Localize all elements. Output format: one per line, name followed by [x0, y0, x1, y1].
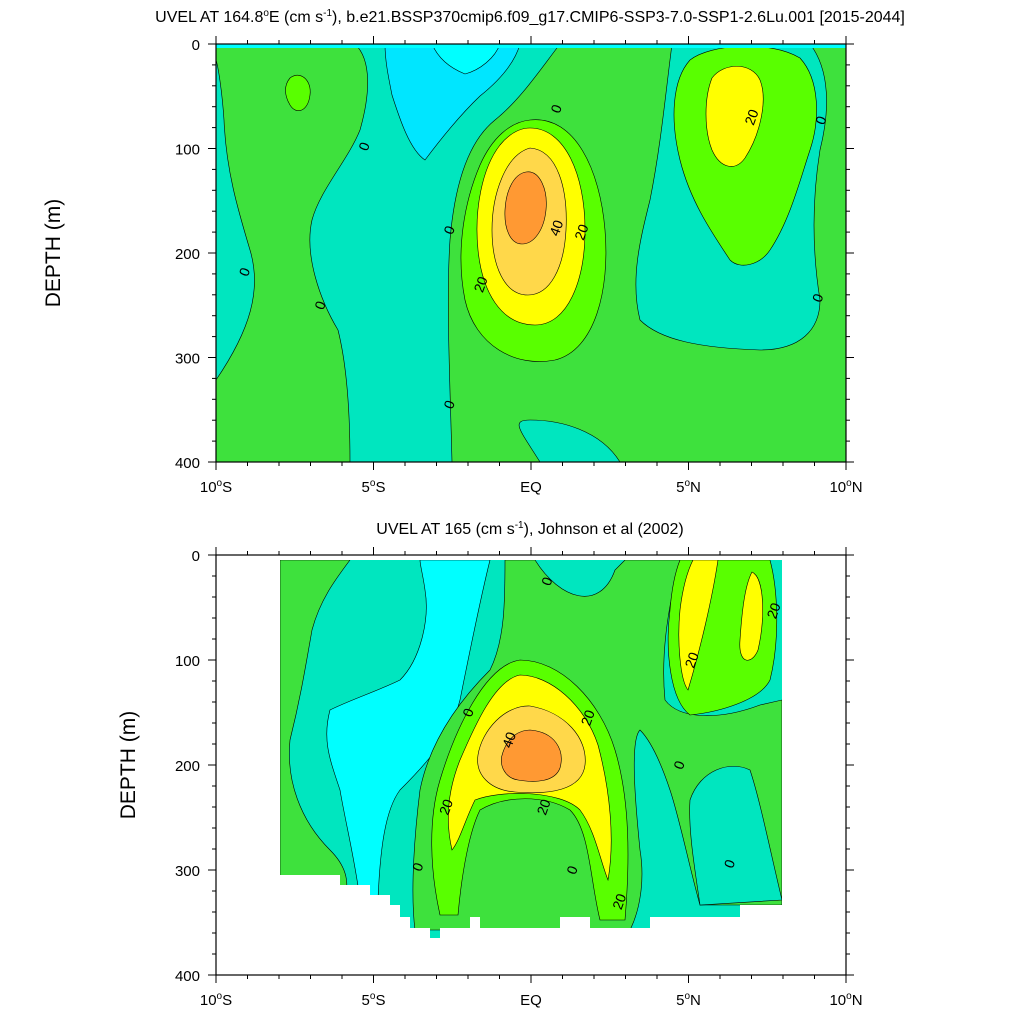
y-tick-label: 300 [175, 863, 200, 880]
contour-label: 20 [578, 707, 598, 727]
contour-fill [216, 44, 846, 462]
contour-label: 20 [741, 107, 761, 127]
contour-label: 20 [436, 797, 456, 817]
chart-title: UVEL AT 165 (cm s-1), Johnson et al (200… [376, 520, 683, 538]
contour-label: 40 [546, 218, 566, 238]
panel-observation: UVEL AT 165 (cm s-1), Johnson et al (200… [117, 520, 863, 1009]
x-tick-label: 10oN [829, 478, 862, 496]
surface-band [216, 44, 846, 48]
contour-label: 20 [681, 650, 701, 670]
contour-band-green-bright-tl [285, 74, 311, 112]
y-tick-label: 0 [192, 548, 200, 565]
y-tick-label: 100 [175, 142, 200, 159]
contour-band-teal-right [689, 766, 782, 906]
contour-band-cyan [384, 44, 521, 161]
axis-ticks: 10oS 5oS EQ 5oN 10oN 0 100 200 300 400 [175, 547, 863, 1009]
contour-band-yellow-right [678, 560, 719, 691]
panel-model: UVEL AT 164.8oE (cm s-1), b.e21.BSSP370c… [42, 8, 905, 496]
x-tick-label: 10oS [200, 991, 232, 1009]
contour-label: 20 [763, 600, 783, 620]
x-tick-label: 5oN [676, 478, 701, 496]
contour-label: 20 [470, 274, 490, 294]
axis-ticks: 10oS 5oS EQ 5oN 10oN 0 100 200 300 400 [175, 36, 863, 496]
y-tick-label: 100 [175, 653, 200, 670]
contour-band-cyan-light [431, 44, 501, 75]
chart-title: UVEL AT 164.8oE (cm s-1), b.e21.BSSP370c… [155, 8, 905, 26]
contour-band-green-left [216, 44, 368, 462]
y-tick-label: 400 [175, 968, 200, 985]
x-tick-label: 5oN [676, 991, 701, 1009]
x-tick-label: 5oS [362, 991, 386, 1009]
contour-label: 20 [571, 222, 591, 242]
x-tick-label: EQ [520, 479, 542, 496]
x-tick-label: EQ [520, 992, 542, 1009]
contour-band-orange-eq [501, 729, 562, 782]
x-tick-label: 10oN [829, 991, 862, 1009]
contour-band-orange-eq [504, 171, 547, 245]
x-tick-label: 5oS [362, 478, 386, 496]
contour-band-green-left [280, 560, 351, 901]
y-tick-label: 200 [175, 246, 200, 263]
y-tick-label: 300 [175, 351, 200, 368]
contour-band-yellow-right [705, 66, 764, 167]
contour-band-yellow-right2 [739, 571, 763, 661]
contour-label: 20 [533, 797, 553, 817]
contour-label: 20 [609, 891, 629, 911]
y-axis-label: DEPTH (m) [117, 711, 140, 820]
y-axis-label: DEPTH (m) [42, 199, 65, 308]
x-tick-label: 10oS [200, 478, 232, 496]
y-tick-label: 0 [192, 37, 200, 54]
contour-label: 40 [499, 730, 519, 750]
y-tick-label: 400 [175, 455, 200, 472]
y-tick-label: 200 [175, 758, 200, 775]
contour-fill [280, 560, 782, 938]
